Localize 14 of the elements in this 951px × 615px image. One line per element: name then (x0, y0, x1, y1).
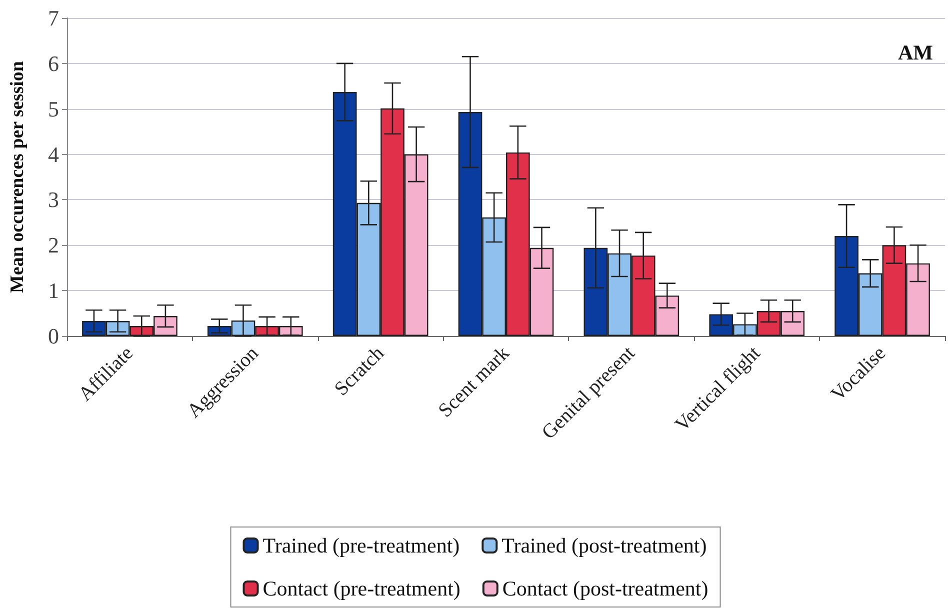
y-axis-title: Mean occurences per session (7, 60, 28, 294)
legend-label: Trained (post-treatment) (502, 534, 707, 558)
y-tick-label: 7 (48, 6, 59, 30)
annotation: AM (898, 40, 934, 64)
y-tick-label: 4 (48, 142, 59, 167)
y-tick-label: 1 (48, 278, 59, 304)
legend-label: Contact (pre-treatment) (262, 576, 460, 600)
y-tick-label: 2 (48, 232, 59, 258)
legend-label: Trained (pre-treatment) (262, 534, 460, 558)
y-tick-label: 5 (48, 96, 59, 122)
y-tick-label: 3 (48, 187, 59, 212)
y-tick-label: 6 (48, 50, 59, 76)
y-tick-label: 0 (48, 324, 59, 348)
legend-label: Contact (post-treatment) (502, 576, 708, 600)
